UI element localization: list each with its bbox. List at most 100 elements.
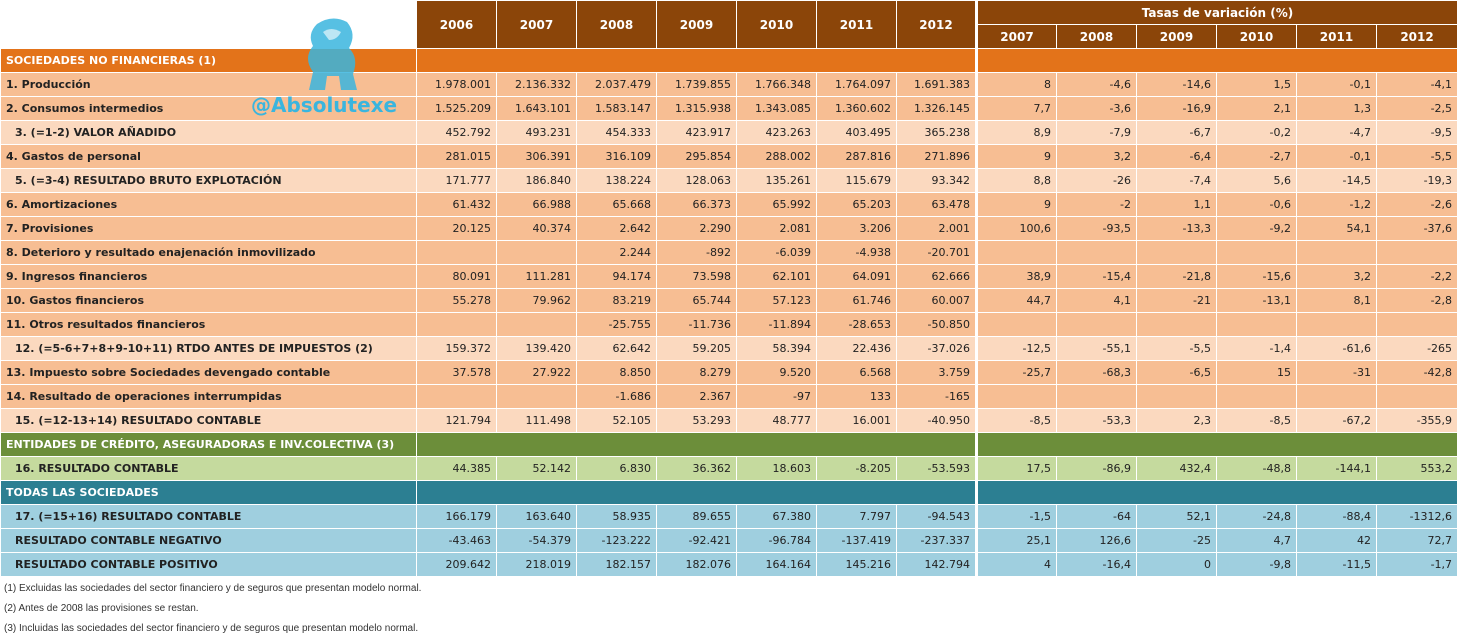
rate-cell: 1,1 bbox=[1137, 193, 1217, 217]
rate-cell: -16,9 bbox=[1137, 97, 1217, 121]
rate-cell: -4,6 bbox=[1057, 73, 1137, 97]
value-cell: 452.792 bbox=[417, 121, 497, 145]
table-row: 14. Resultado de operaciones interrumpid… bbox=[1, 385, 1457, 409]
rate-cell: 0 bbox=[1137, 553, 1217, 577]
section-title: ENTIDADES DE CRÉDITO, ASEGURADORAS E INV… bbox=[1, 433, 417, 457]
section-header-row: ENTIDADES DE CRÉDITO, ASEGURADORAS E INV… bbox=[1, 433, 1457, 457]
value-cell: 454.333 bbox=[577, 121, 657, 145]
value-cell: 52.105 bbox=[577, 409, 657, 433]
rate-cell bbox=[1057, 385, 1137, 409]
value-cell: 115.679 bbox=[817, 169, 897, 193]
row-label: 9. Ingresos financieros bbox=[1, 265, 417, 289]
value-cell: -54.379 bbox=[497, 529, 577, 553]
rate-cell: -48,8 bbox=[1217, 457, 1297, 481]
value-cell: 2.367 bbox=[657, 385, 737, 409]
rate-cell: 4,7 bbox=[1217, 529, 1297, 553]
rate-cell: -13,1 bbox=[1217, 289, 1297, 313]
value-cell: 1.360.602 bbox=[817, 97, 897, 121]
value-cell: 64.091 bbox=[817, 265, 897, 289]
footnotes: (1) Excluidas las sociedades del sector … bbox=[4, 579, 421, 639]
value-cell: 7.797 bbox=[817, 505, 897, 529]
rate-cell: -2,2 bbox=[1377, 265, 1457, 289]
rate-cell: 17,5 bbox=[977, 457, 1057, 481]
value-cell: 80.091 bbox=[417, 265, 497, 289]
rate-cell: -26 bbox=[1057, 169, 1137, 193]
row-label: 8. Deterioro y resultado enajenación inm… bbox=[1, 241, 417, 265]
value-cell: 142.794 bbox=[897, 553, 977, 577]
year-header: 2008 bbox=[577, 1, 657, 49]
row-label: 16. RESULTADO CONTABLE bbox=[1, 457, 417, 481]
rate-cell: -355,9 bbox=[1377, 409, 1457, 433]
row-label: 4. Gastos de personal bbox=[1, 145, 417, 169]
rate-cell: -265 bbox=[1377, 337, 1457, 361]
row-label: 15. (=12-13+14) RESULTADO CONTABLE bbox=[1, 409, 417, 433]
value-cell: 171.777 bbox=[417, 169, 497, 193]
table-row: 13. Impuesto sobre Sociedades devengado … bbox=[1, 361, 1457, 385]
value-cell: 135.261 bbox=[737, 169, 817, 193]
value-cell: 218.019 bbox=[497, 553, 577, 577]
rate-cell: 15 bbox=[1217, 361, 1297, 385]
value-cell: 6.568 bbox=[817, 361, 897, 385]
rate-cell: -0,6 bbox=[1217, 193, 1297, 217]
rate-cell bbox=[1137, 241, 1217, 265]
value-cell: -28.653 bbox=[817, 313, 897, 337]
value-cell: 36.362 bbox=[657, 457, 737, 481]
value-cell: 133 bbox=[817, 385, 897, 409]
rate-cell: -2,7 bbox=[1217, 145, 1297, 169]
rate-cell: -6,5 bbox=[1137, 361, 1217, 385]
value-cell: 145.216 bbox=[817, 553, 897, 577]
rate-cell: 72,7 bbox=[1377, 529, 1457, 553]
section-header-row: SOCIEDADES NO FINANCIERAS (1) bbox=[1, 49, 1457, 73]
gryphon-logo-icon bbox=[297, 14, 367, 94]
value-cell: 52.142 bbox=[497, 457, 577, 481]
rate-cell: -1,7 bbox=[1377, 553, 1457, 577]
rate-cell: -5,5 bbox=[1137, 337, 1217, 361]
value-cell: 2.001 bbox=[897, 217, 977, 241]
rate-cell bbox=[1137, 313, 1217, 337]
section-fill bbox=[417, 49, 977, 73]
value-cell: -8.205 bbox=[817, 457, 897, 481]
rate-cell: -1,4 bbox=[1217, 337, 1297, 361]
table-body: SOCIEDADES NO FINANCIERAS (1)1. Producci… bbox=[1, 49, 1457, 577]
value-cell: 65.744 bbox=[657, 289, 737, 313]
rate-cell: 4,1 bbox=[1057, 289, 1137, 313]
value-cell bbox=[497, 313, 577, 337]
value-cell: 62.642 bbox=[577, 337, 657, 361]
value-cell: 58.394 bbox=[737, 337, 817, 361]
table-row: 11. Otros resultados financieros-25.755-… bbox=[1, 313, 1457, 337]
rate-cell: -68,3 bbox=[1057, 361, 1137, 385]
rate-cell: -0,1 bbox=[1297, 73, 1377, 97]
rate-cell: 8 bbox=[977, 73, 1057, 97]
value-cell: 493.231 bbox=[497, 121, 577, 145]
rate-cell: 3,2 bbox=[1057, 145, 1137, 169]
value-cell: 37.578 bbox=[417, 361, 497, 385]
rate-cell: -15,4 bbox=[1057, 265, 1137, 289]
value-cell: 62.101 bbox=[737, 265, 817, 289]
year-header: 2010 bbox=[737, 1, 817, 49]
financial-table: 2006 2007 2008 2009 2010 2011 2012 Tasas… bbox=[0, 0, 1457, 577]
value-cell: 271.896 bbox=[897, 145, 977, 169]
rate-cell: -7,4 bbox=[1137, 169, 1217, 193]
value-cell: 61.432 bbox=[417, 193, 497, 217]
value-cell: -892 bbox=[657, 241, 737, 265]
value-cell: 20.125 bbox=[417, 217, 497, 241]
value-cell: 53.293 bbox=[657, 409, 737, 433]
rate-cell: -64 bbox=[1057, 505, 1137, 529]
year-header: 2011 bbox=[817, 1, 897, 49]
value-cell: -97 bbox=[737, 385, 817, 409]
value-cell: 2.642 bbox=[577, 217, 657, 241]
table-row: RESULTADO CONTABLE NEGATIVO-43.463-54.37… bbox=[1, 529, 1457, 553]
row-label: 6. Amortizaciones bbox=[1, 193, 417, 217]
rate-cell bbox=[1377, 313, 1457, 337]
value-cell: 1.643.101 bbox=[497, 97, 577, 121]
value-cell: 1.766.348 bbox=[737, 73, 817, 97]
rate-cell: -25,7 bbox=[977, 361, 1057, 385]
value-cell: 8.279 bbox=[657, 361, 737, 385]
value-cell: 27.922 bbox=[497, 361, 577, 385]
